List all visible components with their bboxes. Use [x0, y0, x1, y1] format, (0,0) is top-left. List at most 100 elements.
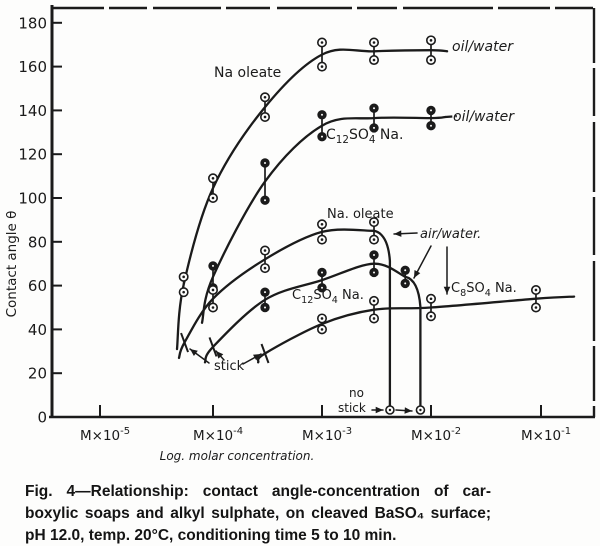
error-bar [260, 287, 270, 313]
error-bar [425, 293, 436, 322]
curve-c8so4-na-air-water [256, 295, 576, 364]
y-tick-label: 180 [18, 14, 47, 32]
data-point-marker [178, 287, 189, 298]
data-point-marker [260, 92, 271, 103]
annotation-arrows [189, 230, 451, 414]
data-point-marker [369, 217, 380, 228]
y-axis: 0 20 40 60 80 100 120 140 160 180 [18, 14, 62, 427]
caption-line-1: Fig. 4—Relationship: contact angle-conce… [25, 483, 491, 500]
data-point-marker [369, 234, 380, 245]
error-bar [369, 250, 379, 278]
arrow-no-stick-1 [371, 406, 384, 414]
data-point-marker [208, 173, 219, 184]
x-tick-label: M×10-2 [411, 426, 461, 444]
y-axis-title: Contact angle θ [4, 211, 20, 318]
error-bar [369, 103, 379, 133]
series-na-oleate-oil-water [175, 35, 449, 351]
data-point-marker [260, 195, 270, 205]
no-stick-point [385, 405, 395, 415]
error-bar [425, 35, 436, 66]
data-point-marker [369, 55, 380, 66]
arrow-air-water-to-c12so4 [413, 245, 432, 279]
data-point-marker [260, 111, 271, 122]
arrow-air-water-to-c8so4 [443, 246, 451, 295]
data-point-marker [208, 193, 219, 204]
label-air-water: air/water. [420, 227, 481, 242]
y-tick-label: 60 [28, 277, 47, 295]
error-bar [316, 37, 327, 72]
series-c12so4-na-air-water [203, 250, 426, 415]
data-point-marker [316, 37, 327, 48]
error-bar [260, 158, 270, 205]
series-c12so4-na-oil-water [200, 103, 460, 324]
series-na-oleate-air-water [177, 217, 395, 415]
label-c12so4-air-water: C12SO4 Na. [292, 288, 364, 306]
label-oil-water-mid: oil/water [453, 109, 515, 125]
axis-titles: Contact angle θ Log. molar concentration. [4, 211, 314, 463]
error-bar [208, 173, 219, 204]
data-point-marker [425, 35, 436, 46]
label-c8so4-air-water: C8SO4 Na. [451, 281, 517, 299]
x-tick-label: M×10-3 [302, 426, 352, 444]
data-point-marker [400, 265, 410, 275]
data-point-marker [369, 103, 379, 113]
y-tick-label: 40 [28, 321, 47, 339]
stick-mark [208, 337, 218, 357]
data-point-marker [369, 123, 379, 133]
plot-frame [49, 5, 596, 419]
data-point-marker [316, 324, 327, 335]
data-point-marker [260, 158, 270, 168]
x-axis: M×10-5 M×10-4 M×10-3 M×10-2 M×10-1 [80, 405, 571, 444]
caption-line-3: pH 12.0, temp. 20°C, conditioning time 5… [25, 527, 397, 544]
curve-c12so4-na-air-water [203, 262, 422, 408]
data-point-marker [316, 219, 327, 230]
data-point-marker [369, 295, 380, 306]
label-oil-water-top: oil/water [452, 39, 514, 55]
x-axis-title: Log. molar concentration. [160, 449, 315, 463]
data-point-marker [178, 271, 189, 282]
data-point-marker [426, 105, 436, 116]
error-bar [400, 265, 410, 289]
data-point-marker [316, 313, 327, 324]
data-point-marker [260, 245, 271, 256]
label-na-oleate-oil-water: Na oleate [214, 65, 281, 81]
y-tick-label: 20 [28, 365, 47, 383]
label-na-oleate-air-water: Na. oleate [327, 207, 394, 222]
arrow-stick-2 [215, 350, 225, 361]
error-bar [178, 271, 189, 298]
data-point-marker [208, 261, 218, 271]
error-bar [369, 295, 380, 324]
label-c12so4-oil-water: C12SO4 Na. [326, 127, 403, 146]
data-point-marker [317, 283, 327, 293]
caption-line-2: boxylic soaps and alkyl sulphate, on cle… [25, 505, 491, 522]
data-point-marker [530, 302, 541, 313]
error-bar [316, 219, 327, 245]
no-stick-point [415, 405, 426, 415]
arrow-stick-3 [242, 353, 262, 365]
y-tick-label: 100 [18, 190, 47, 208]
y-tick-label: 140 [18, 102, 47, 120]
error-bar [208, 284, 219, 313]
data-point-marker [316, 61, 327, 72]
error-bar [317, 267, 327, 293]
stick-mark [180, 332, 189, 353]
data-point-marker [317, 110, 327, 120]
data-point-marker [425, 293, 436, 304]
error-bar [317, 110, 327, 142]
y-tick-label: 0 [37, 409, 47, 427]
arrow-stick-1 [189, 348, 210, 364]
data-point-marker [317, 131, 327, 142]
arrow-air-water-to-na-oleate [393, 230, 418, 237]
data-point-marker [369, 313, 380, 324]
y-tick-label: 120 [18, 146, 47, 164]
x-tick-label: M×10-4 [193, 426, 243, 444]
data-point-marker [260, 263, 271, 274]
label-no: no [349, 386, 364, 400]
figure-caption: Fig. 4—Relationship: contact angle-conce… [25, 481, 491, 546]
data-point-marker [369, 250, 379, 260]
data-point-marker [369, 37, 380, 48]
error-bar [369, 37, 380, 66]
x-tick-label: M×10-1 [521, 426, 571, 444]
data-point-marker [260, 287, 270, 297]
